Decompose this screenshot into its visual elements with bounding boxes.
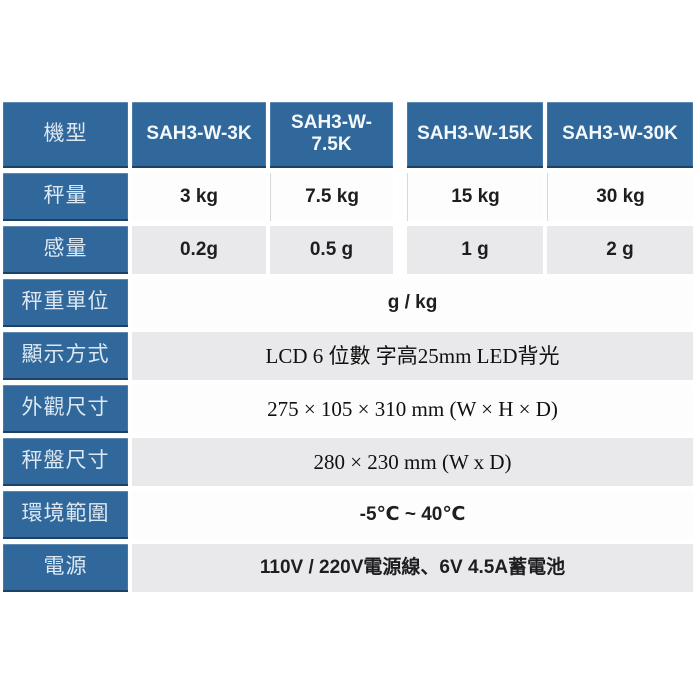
capacity-value-30k: 30 kg	[547, 173, 693, 221]
readability-value-3k: 0.2g	[132, 226, 266, 274]
row-environment-range: 環境範圍 -5℃ ~ 40℃	[3, 491, 693, 539]
spec-table: 機型 SAH3-W-3K SAH3-W-7.5K SAH3-W-15K SAH3…	[3, 102, 693, 597]
readability-value-7-5k: 0.5 g	[270, 226, 393, 274]
capacity-value-7-5k: 7.5 kg	[270, 173, 393, 221]
row-readability: 感量 0.2g 0.5 g 1 g 2 g	[3, 226, 693, 274]
platter-dimensions-value: 280 × 230 mm (W x D)	[132, 438, 693, 486]
readability-value-15k: 1 g	[407, 226, 543, 274]
row-platter-dimensions-label: 秤盤尺寸	[3, 438, 128, 486]
row-power: 電源 110V / 220V電源線、6V 4.5A蓄電池	[3, 544, 693, 592]
row-power-label: 電源	[3, 544, 128, 592]
power-value: 110V / 220V電源線、6V 4.5A蓄電池	[132, 544, 693, 592]
display-type-value: LCD 6 位數 字高25mm LED背光	[132, 332, 693, 380]
row-display-type-label: 顯示方式	[3, 332, 128, 380]
row-platter-dimensions: 秤盤尺寸 280 × 230 mm (W x D)	[3, 438, 693, 486]
readability-value-30k: 2 g	[547, 226, 693, 274]
row-readability-label: 感量	[3, 226, 128, 274]
row-weighing-unit: 秤重單位 g / kg	[3, 279, 693, 327]
table-header-row: 機型 SAH3-W-3K SAH3-W-7.5K SAH3-W-15K SAH3…	[3, 102, 693, 168]
capacity-value-15k: 15 kg	[407, 173, 543, 221]
row-environment-range-label: 環境範圍	[3, 491, 128, 539]
model-header-sah3-w-15k: SAH3-W-15K	[407, 102, 543, 168]
model-header-sah3-w-3k: SAH3-W-3K	[132, 102, 266, 168]
capacity-value-3k: 3 kg	[132, 173, 266, 221]
row-capacity-label: 秤量	[3, 173, 128, 221]
row-weighing-unit-label: 秤重單位	[3, 279, 128, 327]
row-display-type: 顯示方式 LCD 6 位數 字高25mm LED背光	[3, 332, 693, 380]
model-header-sah3-w-30k: SAH3-W-30K	[547, 102, 693, 168]
overall-dimensions-value: 275 × 105 × 310 mm (W × H × D)	[132, 385, 693, 433]
environment-range-value: -5℃ ~ 40℃	[132, 491, 693, 539]
header-label-cell: 機型	[3, 102, 128, 168]
row-capacity: 秤量 3 kg 7.5 kg 15 kg 30 kg	[3, 173, 693, 221]
model-header-sah3-w-7-5k: SAH3-W-7.5K	[270, 102, 393, 168]
row-overall-dimensions-label: 外觀尺寸	[3, 385, 128, 433]
row-overall-dimensions: 外觀尺寸 275 × 105 × 310 mm (W × H × D)	[3, 385, 693, 433]
weighing-unit-value: g / kg	[132, 279, 693, 327]
